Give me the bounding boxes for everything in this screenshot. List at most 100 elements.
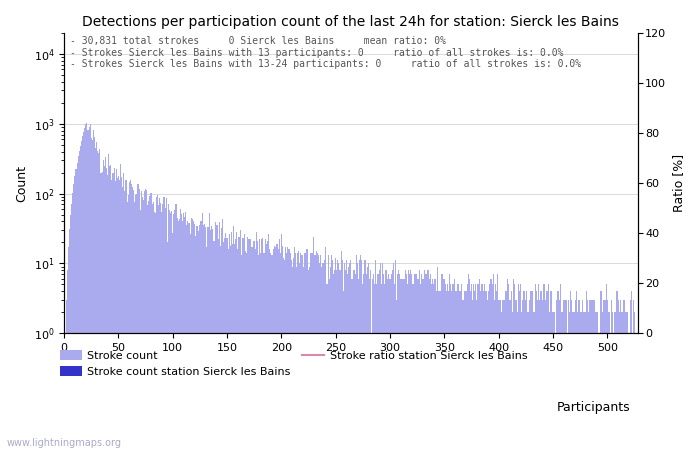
Bar <box>132 187 133 450</box>
Bar <box>405 270 406 450</box>
Bar <box>462 300 463 450</box>
Bar <box>530 291 531 450</box>
Bar <box>570 291 571 450</box>
Bar <box>107 175 108 450</box>
Bar <box>233 226 234 450</box>
Bar <box>424 270 426 450</box>
Bar <box>538 284 540 450</box>
Bar <box>133 190 134 450</box>
Bar <box>69 229 70 450</box>
Bar <box>295 253 296 450</box>
Bar <box>505 291 507 450</box>
Bar <box>188 223 190 450</box>
Legend: Stroke count, Stroke count station Sierck les Bains, Stroke ratio station Sierck: Stroke count, Stroke count station Sierc… <box>55 346 532 382</box>
Bar <box>428 279 430 450</box>
Bar <box>171 211 172 450</box>
Bar <box>621 312 622 450</box>
Bar <box>566 333 568 450</box>
Bar <box>542 284 544 450</box>
Bar <box>268 234 269 450</box>
Bar <box>172 233 174 450</box>
Bar <box>576 291 578 450</box>
Y-axis label: Ratio [%]: Ratio [%] <box>672 154 685 212</box>
Bar <box>93 130 94 450</box>
Bar <box>474 291 475 450</box>
Bar <box>408 270 409 450</box>
Bar <box>448 291 449 450</box>
Bar <box>487 300 489 450</box>
Bar <box>524 291 525 450</box>
Bar <box>247 237 248 450</box>
Bar <box>532 291 533 450</box>
Bar <box>351 279 353 450</box>
Bar <box>379 263 381 450</box>
Bar <box>457 284 458 450</box>
Bar <box>269 249 270 450</box>
Bar <box>578 300 580 450</box>
Bar <box>623 300 624 450</box>
Bar <box>159 198 160 450</box>
Bar <box>525 300 526 450</box>
Bar <box>359 261 360 450</box>
Bar <box>335 258 336 450</box>
Bar <box>212 229 214 450</box>
Bar <box>430 284 432 450</box>
Bar <box>631 333 633 450</box>
Bar <box>346 261 347 450</box>
Bar <box>512 312 513 450</box>
Bar <box>481 284 482 450</box>
Bar <box>166 198 167 450</box>
Bar <box>178 219 180 450</box>
Bar <box>384 284 385 450</box>
Bar <box>88 127 90 450</box>
Bar <box>113 168 115 450</box>
Bar <box>485 291 486 450</box>
Bar <box>160 202 161 450</box>
Bar <box>204 224 205 450</box>
Bar <box>629 300 631 450</box>
Bar <box>612 312 613 450</box>
Bar <box>422 279 423 450</box>
Bar <box>261 239 262 450</box>
Bar <box>615 312 617 450</box>
Bar <box>592 300 593 450</box>
Bar <box>499 300 500 450</box>
Bar <box>514 284 515 450</box>
Bar <box>533 312 534 450</box>
Bar <box>412 284 413 450</box>
Bar <box>536 291 537 450</box>
Bar <box>413 284 414 450</box>
Bar <box>495 284 496 450</box>
Bar <box>423 279 424 450</box>
Bar <box>434 279 435 450</box>
Bar <box>256 232 257 450</box>
Bar <box>222 219 223 450</box>
Bar <box>357 263 358 450</box>
Bar <box>447 284 448 450</box>
Bar <box>105 157 106 450</box>
Bar <box>574 312 575 450</box>
Bar <box>102 171 103 450</box>
Bar <box>472 300 473 450</box>
Bar <box>211 226 212 450</box>
Bar <box>411 274 412 450</box>
Y-axis label: Count: Count <box>15 165 28 202</box>
Bar <box>300 253 302 450</box>
Bar <box>471 284 472 450</box>
Bar <box>549 312 550 450</box>
Bar <box>271 256 272 450</box>
Bar <box>318 263 320 450</box>
Bar <box>270 253 271 450</box>
Bar <box>134 202 135 450</box>
Bar <box>582 300 583 450</box>
Bar <box>68 248 69 450</box>
Bar <box>564 300 566 450</box>
Bar <box>344 263 345 450</box>
Bar <box>106 168 107 450</box>
Bar <box>227 238 228 450</box>
Bar <box>369 279 370 450</box>
Bar <box>225 233 227 450</box>
Bar <box>139 210 141 450</box>
Bar <box>377 274 379 450</box>
Bar <box>324 261 326 450</box>
